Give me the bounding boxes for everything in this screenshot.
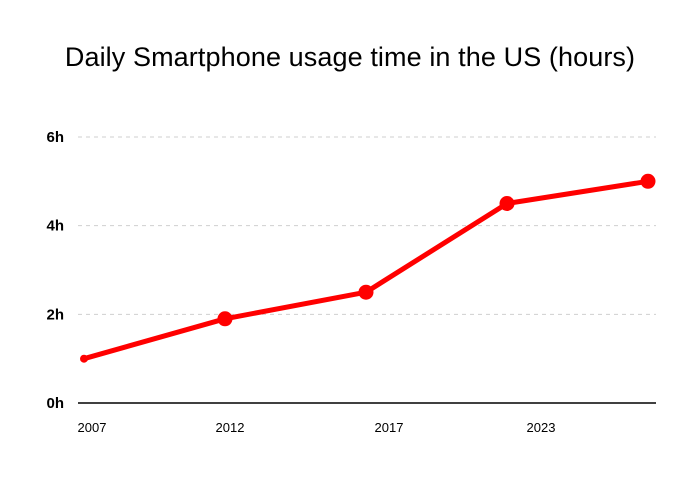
- data-point: [640, 173, 656, 189]
- y-tick-label: 6h: [46, 129, 64, 146]
- y-tick-label: 0h: [46, 395, 64, 412]
- data-point: [217, 311, 233, 327]
- x-tick-label: 2007: [78, 420, 107, 435]
- series-layer: [80, 173, 656, 363]
- x-tick-label: 2017: [375, 420, 404, 435]
- data-point: [358, 284, 374, 300]
- y-tick-labels: 0h 2h 4h 6h: [46, 129, 64, 412]
- data-point: [80, 354, 88, 363]
- x-tick-label: 2023: [527, 420, 556, 435]
- x-tick-label: 2012: [216, 420, 245, 435]
- gridlines: [78, 136, 656, 315]
- chart-title: Daily Smartphone usage time in the US (h…: [64, 42, 636, 72]
- x-tick-labels: 2007 2012 2017 2023: [78, 420, 556, 435]
- data-point: [499, 196, 515, 211]
- y-tick-label: 2h: [46, 306, 64, 323]
- series-line: [81, 178, 651, 362]
- y-tick-label: 4h: [46, 218, 64, 235]
